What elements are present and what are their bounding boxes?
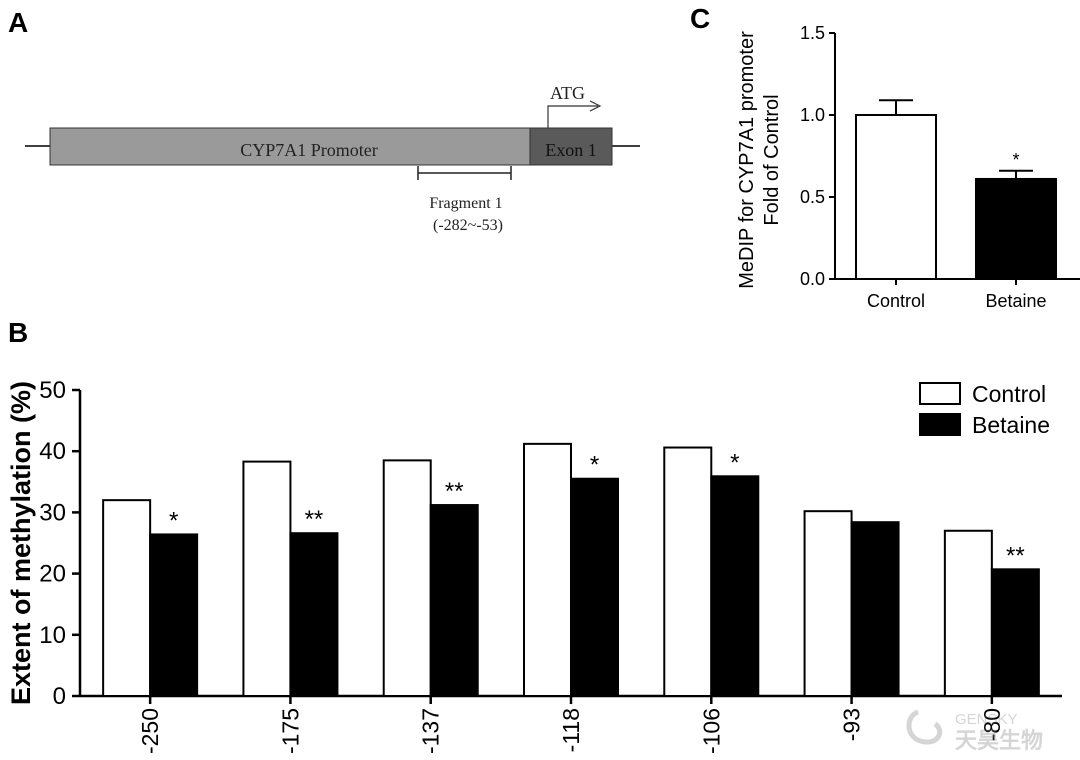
medip-chart: 0.0 0.5 1.0 1.5 MeDIP for CYP7A1 promoter Fol… (736, 23, 1080, 311)
significance-label: ** (1006, 542, 1025, 569)
control-bar (855, 114, 937, 280)
watermark: GENSKY 天昊生物 (906, 709, 1043, 753)
legend-control-label: Control (972, 381, 1046, 407)
control-bar (523, 442, 572, 697)
y-axis-title-line-1: MeDIP for CYP7A1 promoter (736, 31, 758, 289)
y-tick-label: 30 (39, 499, 66, 526)
panel-b-letter: B (8, 317, 28, 348)
y-tick-label: 20 (39, 561, 66, 588)
watermark-chinese: 天昊生物 (955, 728, 1043, 753)
y-tick-label: 1.0 (800, 105, 825, 125)
betaine-bar (990, 568, 1040, 697)
betaine-bar (710, 475, 760, 697)
tss-arrow-head (589, 100, 602, 112)
control-bar (382, 459, 432, 697)
fragment-range: (-282~-53) (433, 217, 503, 234)
promoter-diagram: CYP7A1 Promoter Exon 1 ATG Fragment 1 (-… (25, 83, 640, 234)
x-tick-label: -250 (137, 708, 163, 754)
promoter-label: CYP7A1 Promoter (240, 140, 378, 160)
x-tick-label: -106 (698, 708, 724, 754)
control-bar (242, 460, 292, 697)
control-bar (663, 446, 713, 698)
y-tick-label: 10 (39, 622, 66, 649)
significance-label: * (730, 449, 739, 476)
x-tick-label: Control (867, 291, 925, 311)
x-tick-label: -80 (979, 708, 1005, 741)
control-bar (102, 499, 152, 697)
fragment-label: Fragment 1 (429, 195, 502, 212)
y-axis-title: Extent of methylation (%) (6, 381, 36, 705)
panel-a-letter: A (8, 7, 28, 38)
fragment-bracket (417, 166, 512, 180)
significance-label: ** (445, 478, 464, 505)
panel-c-letter: C (690, 3, 710, 34)
atg-label: ATG (550, 83, 585, 103)
control-bar (943, 529, 993, 698)
y-tick-label: 40 (39, 438, 66, 465)
y-axis-title-line-2: Fold of Control (761, 94, 783, 225)
x-tick-label: -93 (839, 708, 865, 741)
y-tick-label: 0 (53, 683, 66, 710)
betaine-bar (850, 521, 900, 698)
x-tick-label: -175 (277, 708, 303, 754)
y-tick-label: 0.5 (800, 187, 825, 207)
watermark-logo-icon (906, 709, 943, 745)
y-tick-label: 50 (39, 377, 66, 404)
x-tick-label: Betaine (985, 291, 1046, 311)
significance-label: * (169, 507, 178, 534)
exon-box (529, 127, 613, 166)
betaine-bar (975, 177, 1057, 281)
legend-betaine-swatch (919, 413, 961, 436)
tss-arrow (547, 105, 598, 128)
watermark-latin: GENSKY (955, 711, 1018, 728)
control-bar (803, 510, 853, 697)
betaine-bar (289, 532, 339, 698)
betaine-bar (429, 504, 479, 697)
betaine-bar (149, 533, 199, 697)
x-tick-label: -118 (558, 708, 584, 752)
significance-label: * (590, 452, 599, 479)
betaine-bar (570, 477, 619, 697)
legend-control-swatch (919, 382, 961, 405)
legend-betaine-label: Betaine (972, 412, 1050, 438)
significance-label: * (1012, 150, 1019, 170)
exon-label: Exon 1 (545, 140, 597, 160)
x-tick-label: -137 (418, 708, 444, 754)
significance-label: ** (305, 506, 324, 533)
y-tick-label: 0.0 (800, 269, 825, 289)
y-tick-label: 1.5 (800, 23, 825, 43)
